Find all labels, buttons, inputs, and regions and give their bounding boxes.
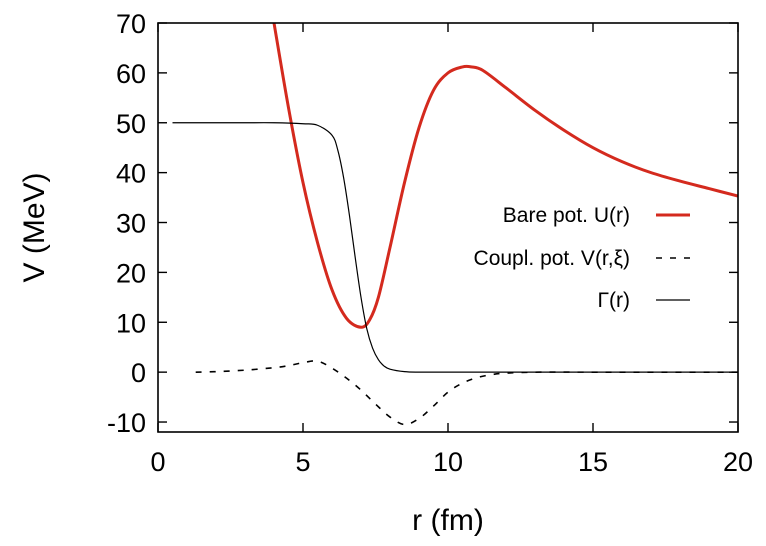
legend-label-2: Coupl. pot. V(r,ξ) — [474, 247, 630, 270]
series-line-1 — [272, 23, 738, 329]
y-tick-labels: -10 0 10 20 30 40 50 60 70 — [107, 9, 146, 438]
y-tick-label: 70 — [116, 9, 146, 39]
y-tick-label: 30 — [116, 209, 146, 239]
x-axis-label: r (fm) — [412, 504, 484, 537]
x-tick-label: 20 — [723, 447, 753, 477]
y-tick-label: -10 — [107, 408, 146, 438]
y-tick-label: 20 — [116, 258, 146, 288]
legend-label-3: Γ(r) — [597, 289, 630, 312]
plot-curves — [172, 23, 738, 426]
x-tick-label: 0 — [150, 447, 165, 477]
plot-frame — [157, 22, 739, 433]
y-axis-label: V (MeV) — [18, 172, 51, 282]
x-tick-labels: 0 5 10 15 20 — [150, 447, 753, 477]
y-tick-label: 50 — [116, 109, 146, 139]
y-tick-label: 40 — [116, 159, 146, 189]
x-tick-label: 10 — [433, 447, 463, 477]
legend-label-1: Bare pot. U(r) — [503, 204, 630, 227]
y-tick-label: 60 — [116, 59, 146, 89]
legend: Bare pot. U(r) Coupl. pot. V(r,ξ) Γ(r) — [474, 204, 690, 312]
series-line-2 — [195, 360, 738, 426]
y-tick-label: 0 — [131, 358, 146, 388]
x-tick-label: 5 — [295, 447, 310, 477]
axis-ticks — [157, 22, 739, 432]
x-tick-label: 15 — [578, 447, 608, 477]
y-tick-label: 10 — [116, 308, 146, 338]
series-line-3 — [172, 122, 738, 373]
